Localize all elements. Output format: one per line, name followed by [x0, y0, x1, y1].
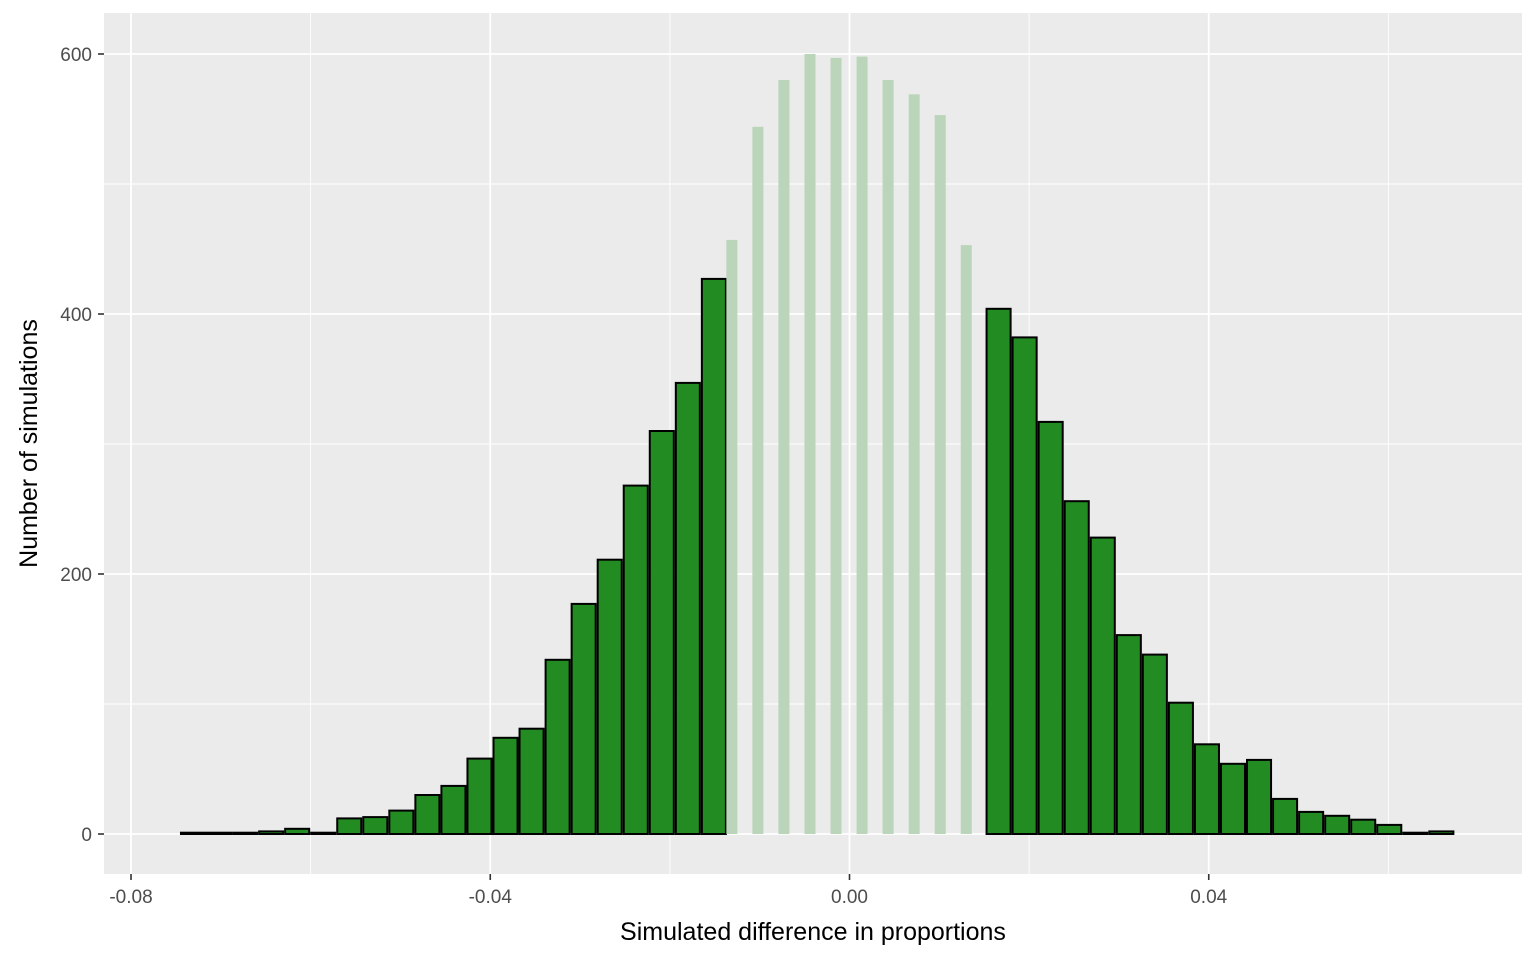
bar-central: [882, 80, 894, 834]
bar-central: [726, 239, 738, 834]
bar-extreme: [1298, 810, 1325, 836]
x-tick-label: -0.04: [469, 887, 513, 908]
bar-central: [830, 57, 842, 834]
bar-extreme: [1350, 818, 1377, 836]
bar-extreme: [1037, 420, 1064, 835]
bar-extreme: [284, 827, 311, 835]
bar-extreme: [518, 727, 545, 836]
bar-extreme: [440, 784, 467, 836]
bar-central: [804, 54, 816, 834]
bar-extreme: [1011, 336, 1038, 835]
bar-central: [934, 115, 946, 835]
bar-extreme: [1272, 797, 1299, 836]
bar-extreme: [674, 381, 701, 835]
bar-extreme: [492, 736, 519, 835]
bar-extreme: [1246, 758, 1273, 836]
bar-extreme: [1219, 762, 1247, 835]
bar-extreme: [544, 658, 571, 835]
bar-extreme: [466, 757, 493, 835]
x-tick-label: -0.08: [109, 887, 152, 908]
bar-central: [778, 80, 790, 834]
y-tick-label: 0: [81, 825, 92, 846]
bar-extreme: [1141, 653, 1168, 835]
bar-extreme: [570, 602, 597, 836]
y-tick-label: 400: [60, 305, 92, 326]
bar-extreme: [1167, 701, 1194, 836]
x-tick-label: 0.00: [831, 887, 868, 908]
bar-extreme: [648, 430, 675, 835]
x-axis: -0.08 -0.04 0.00 0.04: [109, 874, 1228, 908]
bar-extreme: [1428, 830, 1455, 836]
bar-extreme: [1089, 536, 1116, 835]
bar-central: [960, 245, 972, 835]
y-tick-label: 200: [60, 565, 92, 586]
bar-extreme: [362, 816, 389, 835]
bar-extreme: [622, 484, 649, 835]
bar-extreme: [206, 831, 233, 836]
x-axis-title: Simulated difference in proportions: [620, 918, 1006, 946]
y-tick-label: 600: [60, 45, 92, 66]
bar-extreme: [232, 831, 259, 836]
y-axis: 0 200 400 600: [60, 45, 104, 846]
y-axis-title: Number of simulations: [15, 319, 43, 568]
bar-extreme: [310, 831, 337, 836]
bar-central: [752, 126, 764, 835]
x-tick-label: 0.04: [1190, 887, 1227, 908]
bar-extreme: [1115, 634, 1142, 835]
bar-extreme: [700, 277, 727, 835]
bar-central: [856, 56, 868, 835]
bar-extreme: [1376, 823, 1403, 836]
bar-extreme: [414, 794, 441, 835]
bar-extreme: [1324, 814, 1351, 835]
bar-extreme: [336, 817, 363, 836]
bar-extreme: [1402, 831, 1429, 836]
bar-extreme: [388, 809, 415, 835]
bar-extreme: [1063, 500, 1090, 835]
bars-layer: [179, 54, 1455, 836]
bar-extreme: [596, 558, 623, 835]
bar-extreme: [985, 307, 1012, 835]
bar-central: [908, 94, 920, 835]
bar-extreme: [258, 830, 285, 836]
bar-extreme: [1193, 743, 1220, 835]
bar-extreme: [179, 831, 207, 836]
